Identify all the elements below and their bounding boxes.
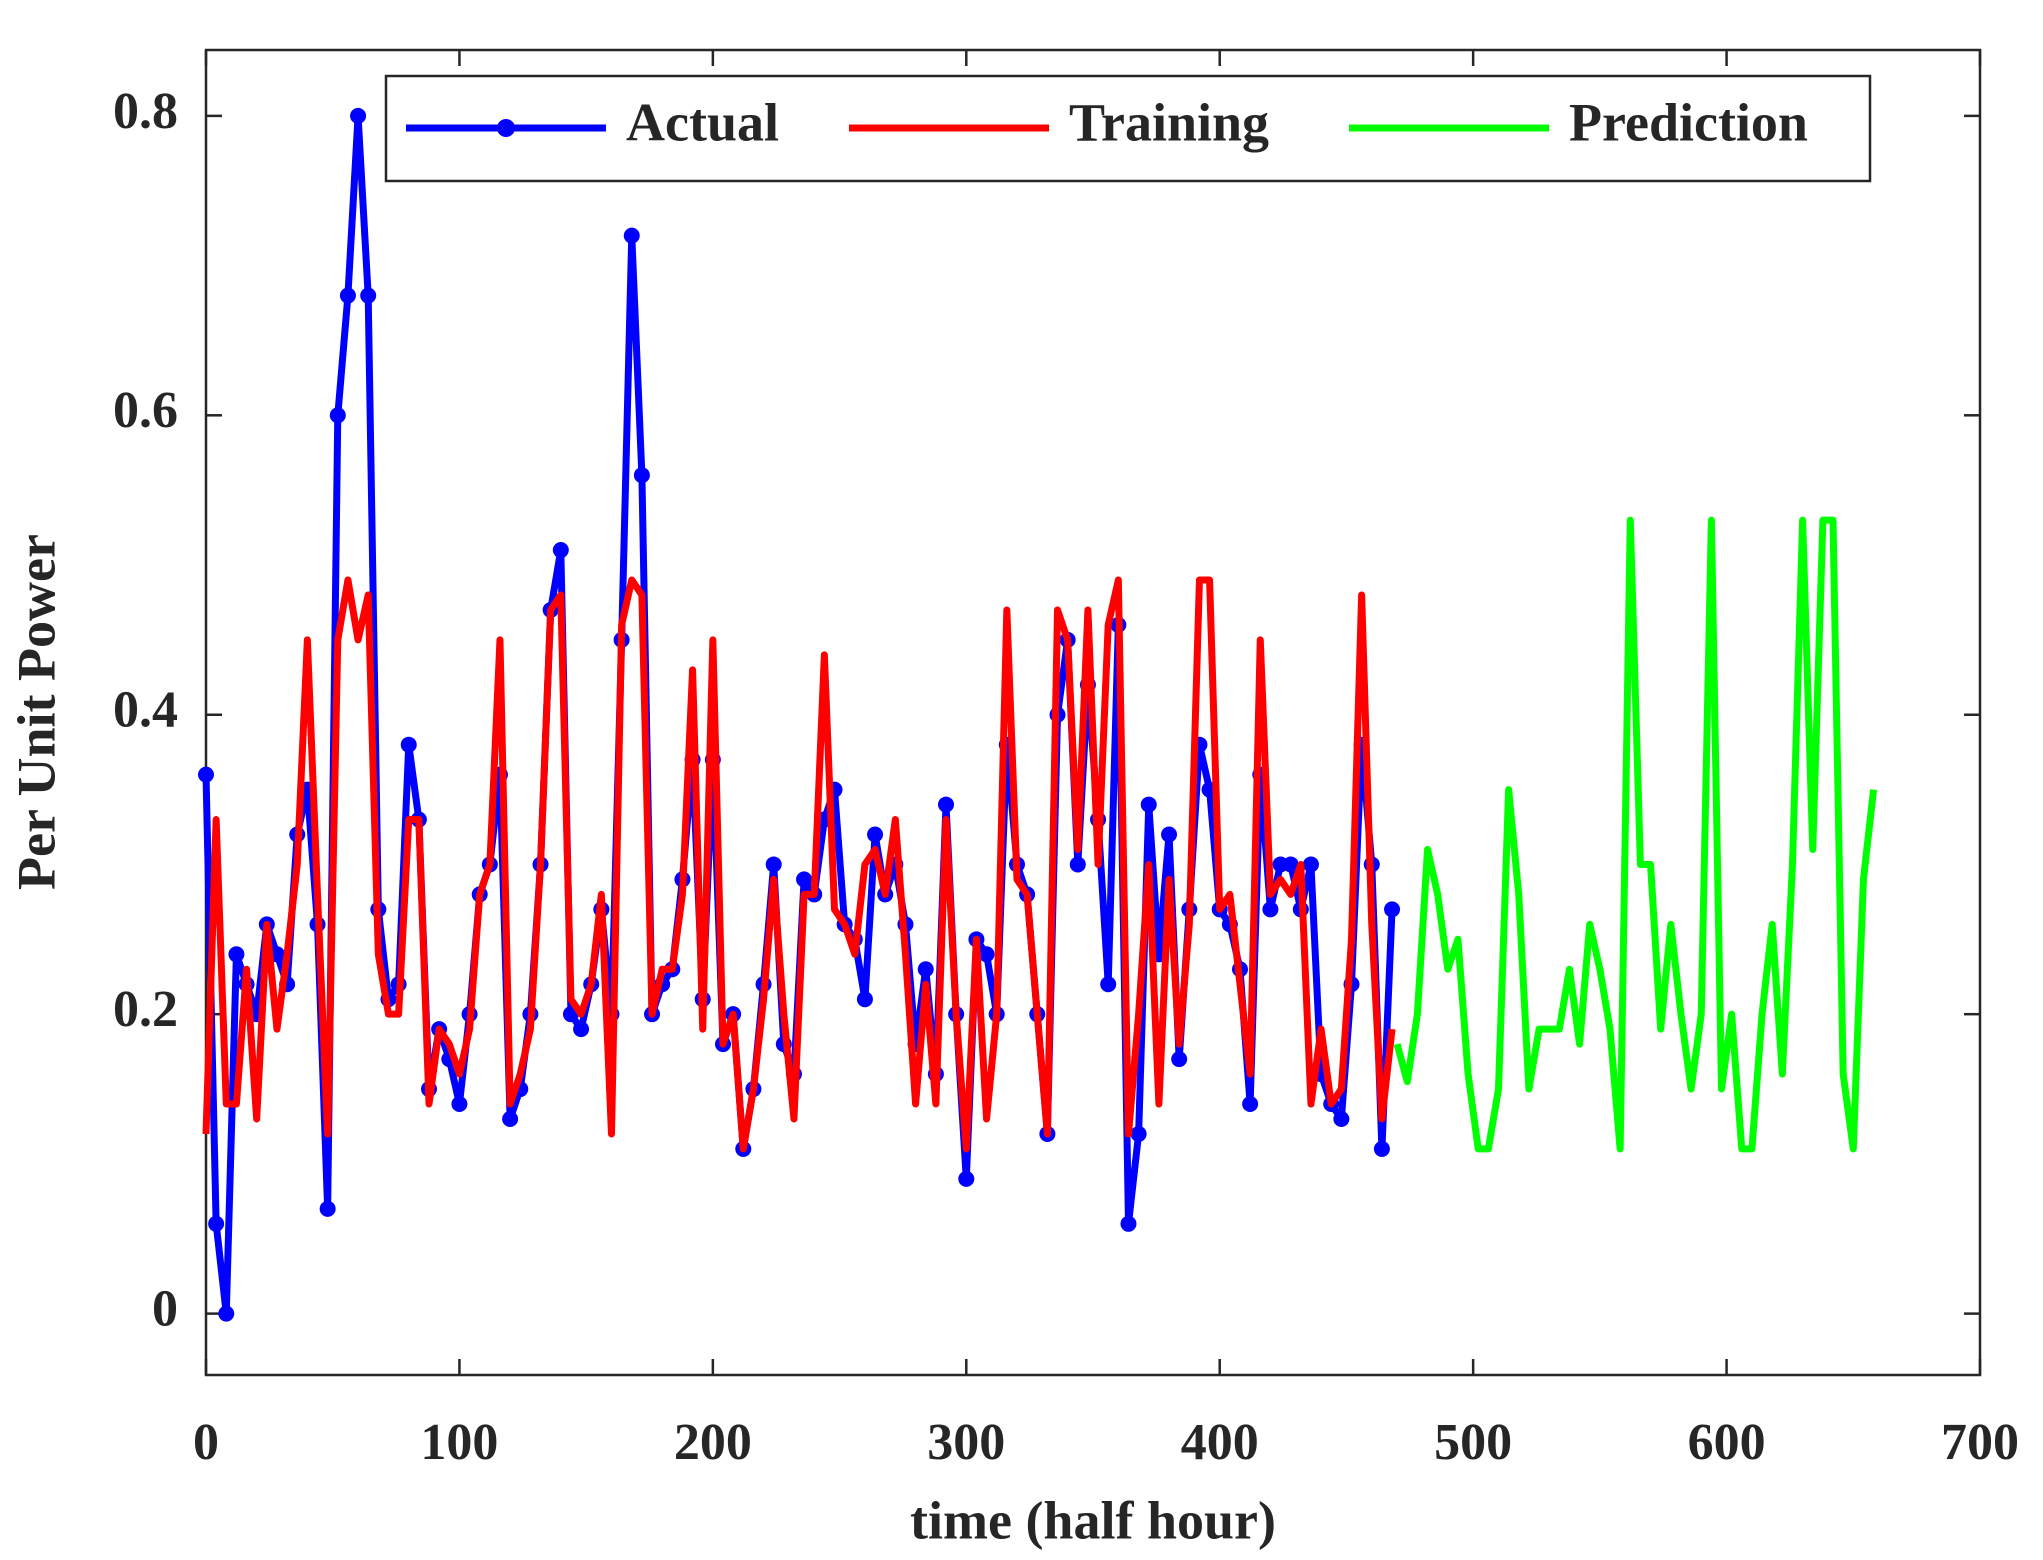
legend: Actual Training Prediction [384,74,1872,183]
series-line [1393,516,1878,1153]
data-point [1384,901,1401,918]
y-axis-label: Per Unit Power [6,534,66,890]
data-point [1100,976,1117,993]
y-tick-label: 0.6 [113,382,178,439]
data-point [623,227,640,244]
data-point [319,1200,336,1217]
y-tick-label: 0.4 [113,682,178,739]
x-tick-label: 500 [1434,1414,1512,1471]
data-point [1069,856,1086,873]
data-point [1130,1125,1147,1142]
data-point [1171,1051,1188,1068]
data-point [1373,1140,1390,1157]
data-point [360,287,377,304]
data-point [856,991,873,1008]
legend-label: Actual [626,92,779,152]
legend-label: Training [1069,92,1269,152]
x-tick-label: 0 [193,1414,219,1471]
data-point [1333,1110,1350,1127]
data-point [796,871,813,888]
y-tick-label: 0.2 [113,981,178,1038]
data-point [1242,1096,1259,1113]
data-point [1140,796,1157,813]
y-tick-label: 0 [152,1281,178,1338]
legend-label: Prediction [1569,92,1808,152]
data-point [218,1305,235,1322]
data-point [339,287,356,304]
x-tick-label: 400 [1181,1414,1259,1471]
data-point [1282,856,1299,873]
data-point [867,826,884,843]
legend-box [384,74,1872,183]
data-point [1302,856,1319,873]
data-point [938,796,955,813]
data-point [633,467,650,484]
x-tick-label: 600 [1688,1414,1766,1471]
data-point [329,407,346,424]
x-tick-label: 100 [420,1414,498,1471]
data-point [208,1215,225,1232]
x-tick-label: 200 [674,1414,752,1471]
data-point [917,961,934,978]
data-point [958,1170,975,1187]
x-axis-label: time (half hour) [910,1490,1276,1550]
x-tick-label: 700 [1941,1414,2019,1471]
data-point [198,766,214,783]
data-point [1262,901,1279,918]
data-point [765,856,782,873]
x-tick-label: 300 [927,1414,1005,1471]
data-point [978,946,995,963]
data-point [350,107,367,124]
series-line [202,576,1396,1153]
data-point [1161,826,1178,843]
data-point [552,542,569,559]
y-tick-label: 0.8 [113,83,178,140]
data-point [228,946,245,963]
data-point [502,1110,519,1127]
legend-marker [497,119,515,137]
data-point [573,1021,590,1038]
data-point [451,1096,468,1113]
data-point [1120,1215,1137,1232]
data-point [400,736,417,753]
